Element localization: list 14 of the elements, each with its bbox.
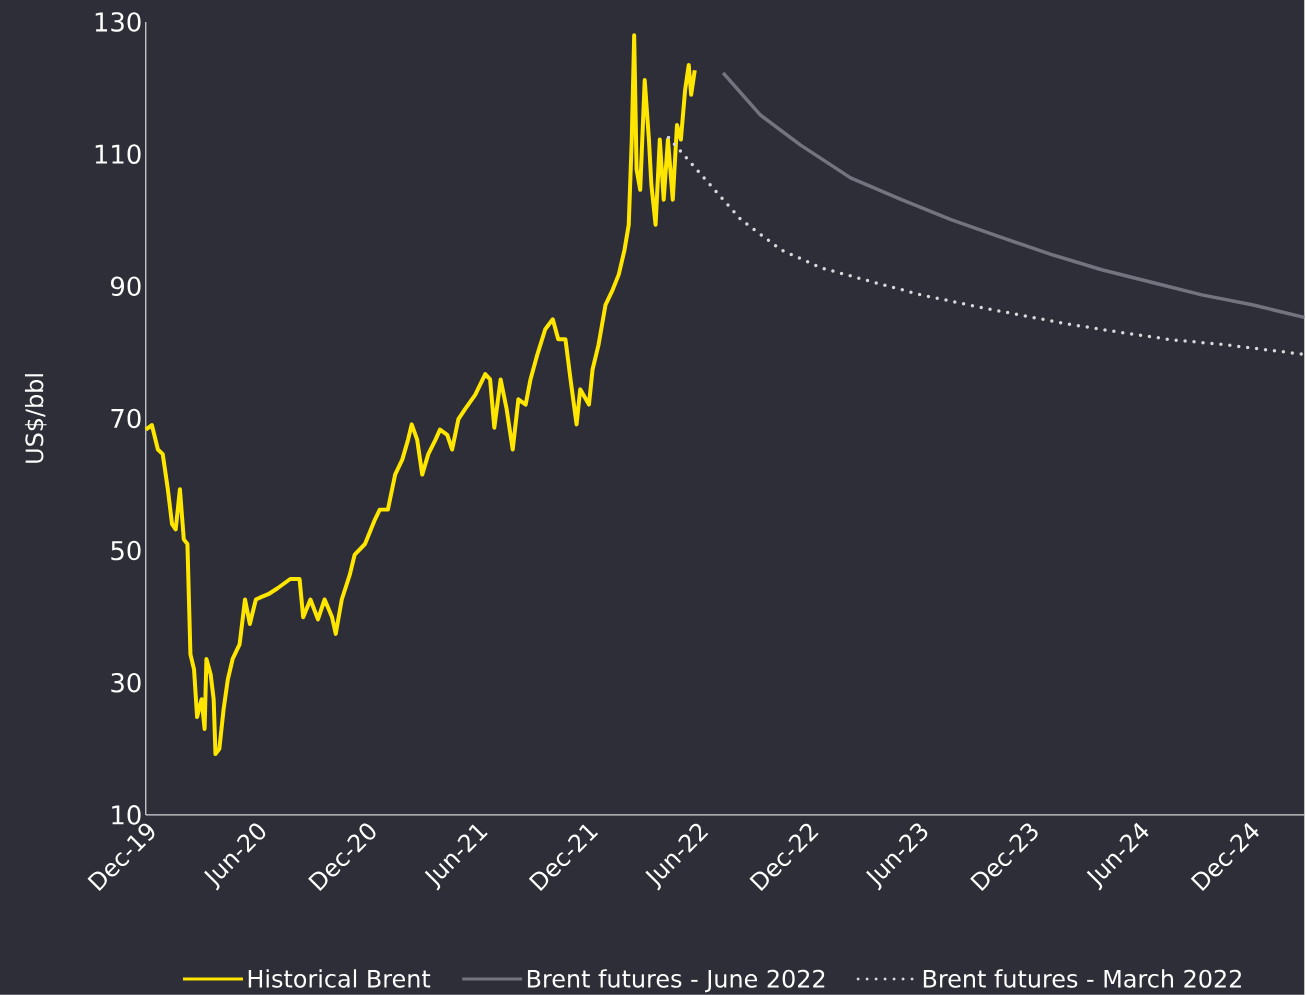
- line-series: [666, 136, 1306, 357]
- y-tick-label: 90: [111, 276, 141, 297]
- y-tick-label: 130: [95, 12, 141, 32]
- y-tick-label: 30: [111, 673, 141, 693]
- line-series: [721, 71, 1306, 320]
- legend-label: Brent futures - June 2022: [527, 969, 825, 993]
- y-tick-label: 10: [112, 805, 141, 825]
- legend-label: Historical Brent: [248, 969, 431, 988]
- legend-label: Brent futures - March 2022: [923, 969, 1241, 988]
- y-tick-label: 50: [111, 540, 141, 561]
- y-tick-label: 70: [111, 408, 141, 429]
- y-tick-label: 110: [95, 144, 141, 165]
- line-series: [143, 33, 697, 757]
- y-axis-title: US$/bbl: [24, 374, 47, 463]
